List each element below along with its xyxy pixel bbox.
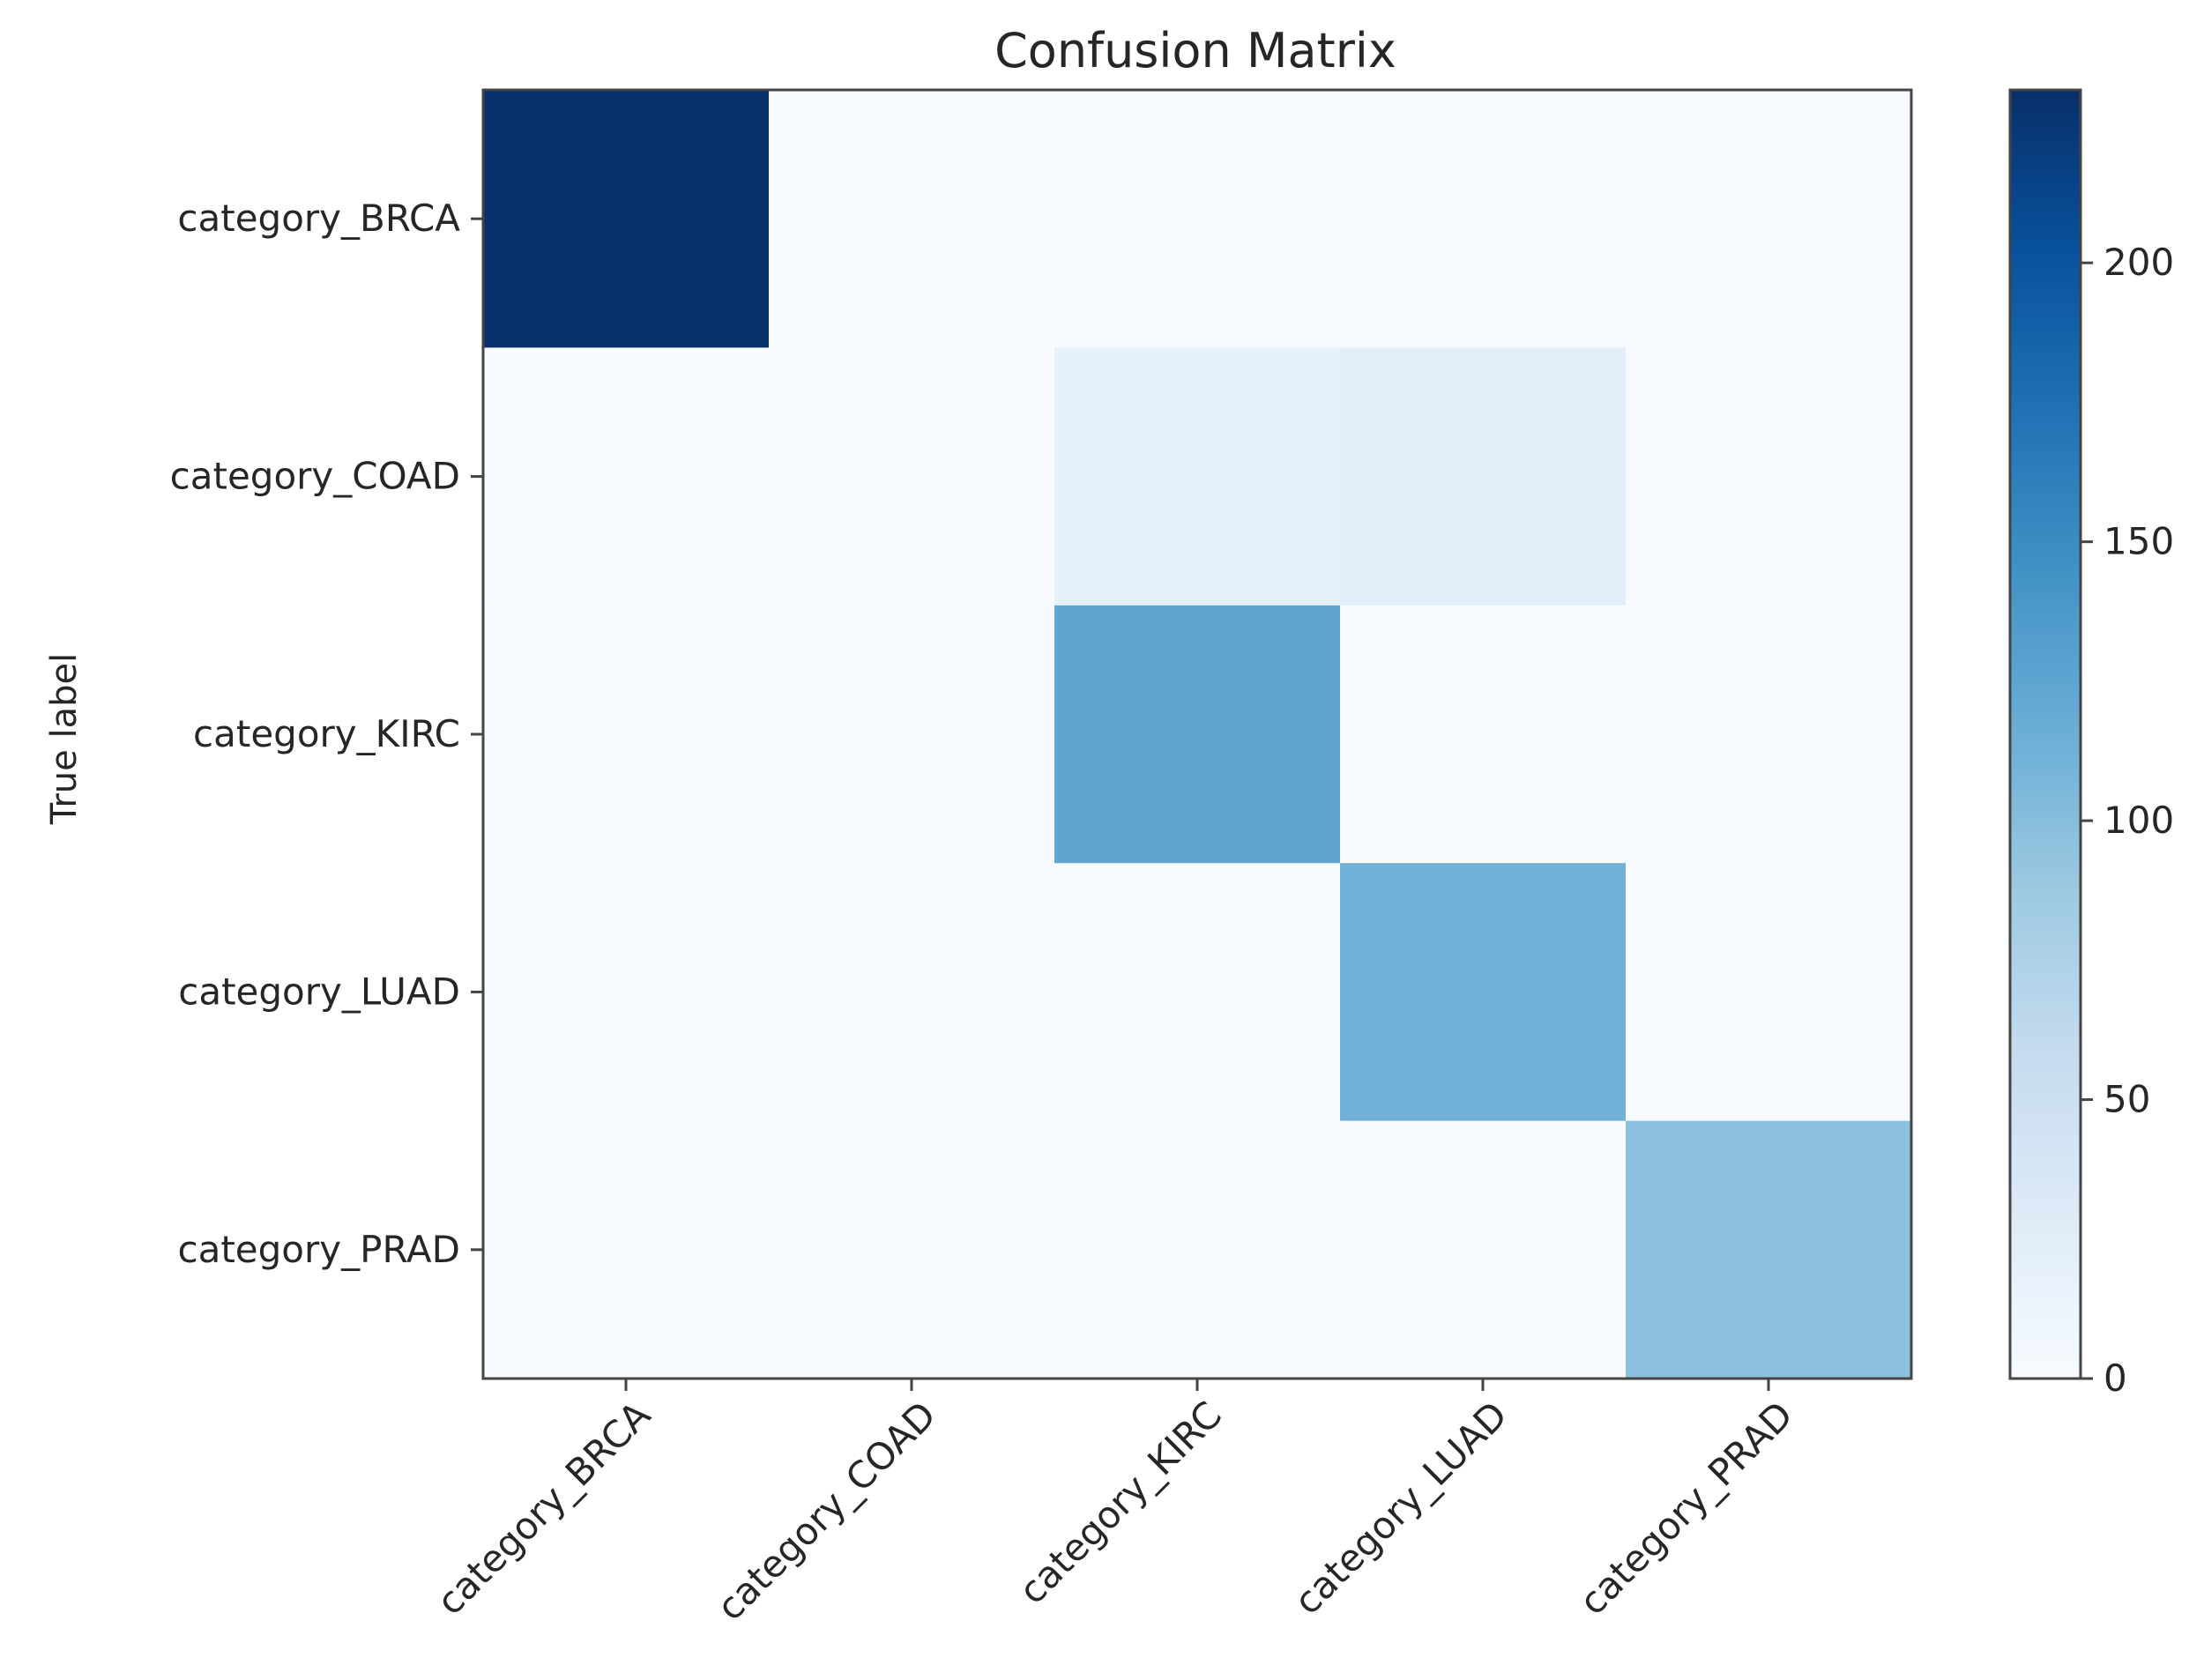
colorbar-tick-label: 150: [2103, 520, 2174, 563]
heatmap-cell-0-3: [1340, 90, 1627, 348]
colorbar-tick-label: 100: [2103, 799, 2174, 842]
heatmap-cell-2-3: [1340, 605, 1627, 864]
chart-title: Confusion Matrix: [994, 23, 1396, 78]
plot-frame: [481, 88, 1913, 1380]
y-axis-label: True label: [44, 653, 85, 825]
colorbar-ticks: 0 50 100 150 200: [2081, 241, 2174, 1400]
heatmap-cell-4-2: [1054, 1120, 1341, 1379]
heatmap-cell-3-2: [1054, 863, 1341, 1122]
colorbar: [2008, 88, 2082, 1380]
heatmap-cell-0-2: [1054, 90, 1341, 348]
heatmap-cells: [483, 90, 1912, 1379]
heatmap-cell-3-4: [1626, 863, 1912, 1122]
colorbar-tick-label: 200: [2103, 241, 2174, 284]
heatmap-cell-0-1: [769, 90, 1055, 348]
heatmap-cell-1-0: [483, 347, 770, 606]
heatmap-cell-3-1: [769, 863, 1055, 1122]
heatmap-cell-3-3: [1340, 863, 1627, 1122]
heatmap-cell-2-2: [1054, 605, 1341, 864]
x-axis-ticks: category_BRCA category_COAD category_KIRC c…: [428, 1379, 1801, 1629]
heatmap-cell-2-0: [483, 605, 770, 864]
heatmap-cell-1-4: [1626, 347, 1912, 606]
heatmap-cell-1-2: [1054, 347, 1341, 606]
y-tick-label: category_COAD: [170, 455, 460, 498]
heatmap-cell-0-4: [1626, 90, 1912, 348]
heatmap-cell-4-1: [769, 1120, 1055, 1379]
heatmap-cell-4-3: [1340, 1120, 1627, 1379]
y-tick-label: category_KIRC: [193, 712, 460, 755]
y-tick-label: category_LUAD: [178, 970, 460, 1013]
heatmap-cell-4-4: [1626, 1120, 1912, 1379]
colorbar-tick-label: 0: [2103, 1357, 2127, 1400]
x-tick-label: category_PRAD: [1571, 1393, 1801, 1623]
y-tick-label: category_BRCA: [177, 197, 460, 240]
x-tick-label: category_BRCA: [428, 1393, 659, 1624]
x-tick-label: category_COAD: [709, 1393, 945, 1629]
heatmap-cell-2-4: [1626, 605, 1912, 864]
heatmap-cell-2-1: [769, 605, 1055, 864]
heatmap-cell-4-0: [483, 1120, 770, 1379]
colorbar-tick-label: 50: [2103, 1078, 2150, 1121]
heatmap-cell-0-0: [483, 90, 770, 348]
x-tick-label: category_LUAD: [1285, 1393, 1515, 1623]
y-tick-label: category_PRAD: [178, 1228, 461, 1271]
heatmap-cell-3-0: [483, 863, 770, 1122]
x-tick-label: category_KIRC: [1010, 1393, 1230, 1612]
heatmap-cell-1-3: [1340, 347, 1627, 606]
heatmap-cell-1-1: [769, 347, 1055, 606]
y-axis-ticks: category_BRCA category_COAD category_KIRCc…: [170, 197, 483, 1271]
